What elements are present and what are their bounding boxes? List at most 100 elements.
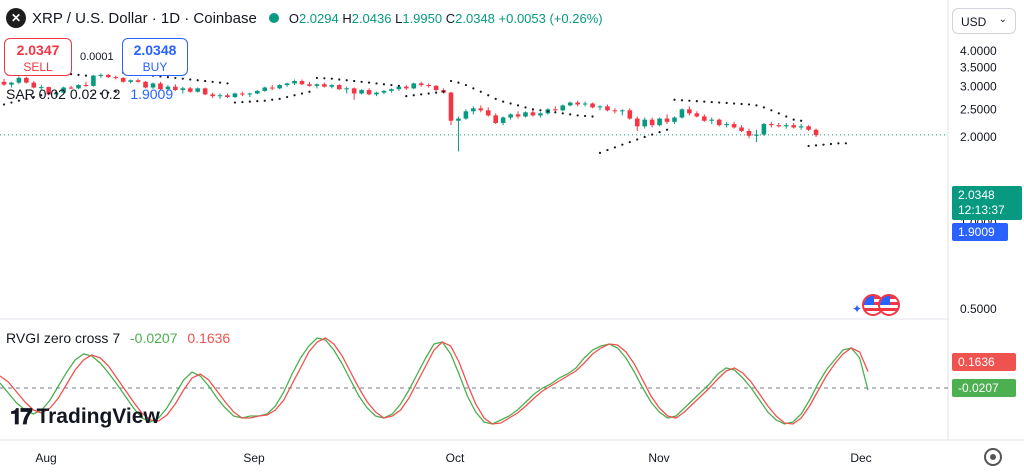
y-tick-label: 3.0000 xyxy=(960,80,997,94)
x-tick-label: Dec xyxy=(850,451,871,465)
sar-dot xyxy=(554,111,557,114)
sar-dot xyxy=(420,93,423,96)
sar-dot xyxy=(733,102,736,105)
candle-body xyxy=(143,81,148,88)
buy-button[interactable]: 2.0348 BUY xyxy=(122,38,188,76)
candle-body xyxy=(91,75,96,86)
sar-dot xyxy=(516,104,520,107)
sar-dot xyxy=(397,84,400,87)
sar-dot xyxy=(17,99,20,102)
candle-body xyxy=(359,90,364,94)
candle-body xyxy=(776,125,782,127)
x-tick-label: Sep xyxy=(243,451,265,465)
sar-dot xyxy=(308,90,311,93)
sar-dot xyxy=(2,103,6,106)
candle-body xyxy=(709,119,715,121)
rvgi-legend[interactable]: RVGI zero cross 7 -0.0207 0.1636 xyxy=(6,330,230,346)
sell-label: SELL xyxy=(23,60,53,74)
sar-name: SAR 0.02 0.02 0.2 xyxy=(6,86,121,102)
sell-button[interactable]: 2.0347 SELL xyxy=(4,38,72,76)
candle-body xyxy=(769,124,774,126)
candle-body xyxy=(396,86,402,90)
candle-body xyxy=(575,102,580,105)
candle-body xyxy=(404,86,409,89)
candle-body xyxy=(389,89,394,91)
candle-body xyxy=(620,110,625,112)
sar-dot xyxy=(442,90,445,93)
sar-dot xyxy=(77,73,80,76)
ohlc-readout: O2.0294 H2.0436 L1.9950 C2.0348 +0.0053 … xyxy=(288,10,603,26)
sar-dot xyxy=(55,91,58,94)
chevron-down-icon: ⌄ xyxy=(998,14,1007,25)
rvgi-name: RVGI zero cross 7 xyxy=(6,330,121,346)
currency-selector[interactable]: USD ⌄ xyxy=(952,8,1016,34)
candle-body xyxy=(493,115,498,123)
candle-body xyxy=(284,83,290,86)
sar-value: 1.9009 xyxy=(130,86,174,102)
candle-body xyxy=(508,114,513,118)
candle-body xyxy=(739,127,744,131)
candle-body xyxy=(61,87,66,93)
sar-dot xyxy=(99,92,102,95)
sar-dot xyxy=(360,80,363,83)
sar-dot xyxy=(487,94,490,97)
sar-dot xyxy=(92,93,95,96)
sar-dot xyxy=(390,83,393,87)
sar-dot xyxy=(248,100,251,103)
tradingview-wordmark: TradingView xyxy=(36,405,160,428)
sar-dot xyxy=(271,98,274,101)
sar-dot xyxy=(658,131,661,134)
grid xyxy=(0,0,1024,441)
candle-body xyxy=(195,88,200,92)
candle-body xyxy=(605,106,610,111)
spread-value: 0.0001 xyxy=(80,51,114,63)
candle-body xyxy=(299,81,305,85)
sar-dot xyxy=(107,91,110,94)
x-tick-label: Oct xyxy=(446,451,465,465)
candle-body xyxy=(716,119,722,126)
candle-body xyxy=(694,113,700,117)
price-candles xyxy=(1,73,819,152)
candle-body xyxy=(657,118,662,126)
sar-dot xyxy=(427,92,430,95)
sar-dot xyxy=(10,101,13,104)
sar-dot xyxy=(718,101,721,104)
sar-dot xyxy=(367,81,371,84)
sar-dot xyxy=(785,115,788,118)
rvgi-value-red: 0.1636 xyxy=(187,330,231,346)
candle-body xyxy=(158,83,163,90)
gear-icon[interactable] xyxy=(984,448,1002,466)
rvgi-value-green: -0.0207 xyxy=(130,330,178,346)
sar-dot xyxy=(323,77,326,80)
chart-header: ✕ XRP / U.S. Dollar · 1D · Coinbase O2.0… xyxy=(6,8,603,28)
candle-body xyxy=(418,83,424,86)
x-tick-label: Aug xyxy=(35,451,56,465)
sar-dot xyxy=(494,97,497,100)
sar-legend[interactable]: SAR 0.02 0.02 0.2 1.9009 xyxy=(6,86,173,102)
candle-body xyxy=(783,125,789,127)
buy-price: 2.0348 xyxy=(133,42,177,58)
flag-icon xyxy=(878,294,900,316)
sar-dot xyxy=(509,102,512,105)
rvgi-green-tag: -0.0207 xyxy=(952,379,1016,397)
market-open-icon xyxy=(268,13,279,23)
sar-dot xyxy=(300,92,304,95)
xrp-logo-icon: ✕ xyxy=(6,8,26,28)
sar-dot xyxy=(762,106,766,109)
symbol-title[interactable]: XRP / U.S. Dollar · 1D · Coinbase xyxy=(32,9,257,27)
sar-dot xyxy=(278,97,281,100)
us-flag-event-icon[interactable]: ✦ xyxy=(852,292,904,318)
candle-body xyxy=(515,114,521,117)
sar-dot xyxy=(174,76,177,80)
sar-dot xyxy=(218,81,222,84)
y-tick-label: 3.5000 xyxy=(960,61,997,75)
sar-dot xyxy=(561,112,564,115)
sar-dot xyxy=(114,90,117,93)
sar-dot xyxy=(382,83,386,86)
candle-body xyxy=(255,90,260,94)
candle-body xyxy=(202,88,208,95)
sar-dot xyxy=(524,106,527,109)
y-tick-label: 4.0000 xyxy=(960,44,997,58)
candle-body xyxy=(553,109,558,111)
sar-dot xyxy=(405,95,408,98)
